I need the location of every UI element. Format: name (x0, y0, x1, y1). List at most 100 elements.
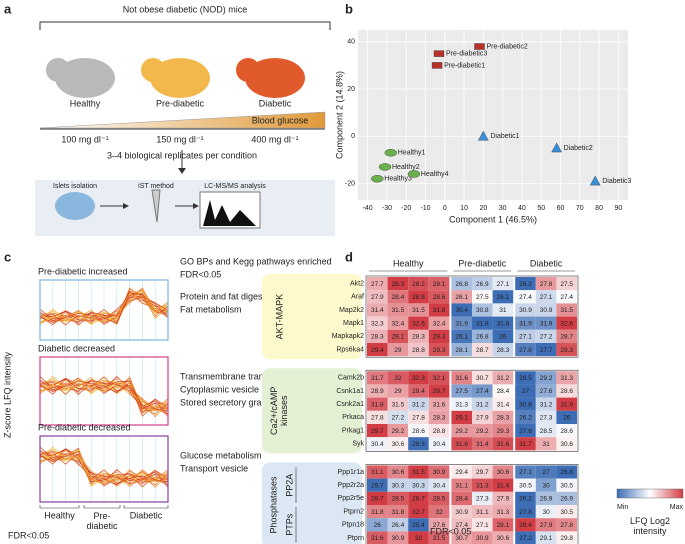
heatmap-cell (556, 316, 577, 330)
gene-name: Ppp2r2a (338, 482, 365, 489)
cell-value: 31.4 (371, 307, 384, 314)
heatmap-cell (535, 343, 557, 357)
cell-value: 31.2 (540, 401, 553, 408)
cell-value: 29.3 (433, 334, 446, 341)
cell-value: 31.3 (560, 375, 573, 382)
cell-value: 28.9 (371, 388, 384, 395)
enriched-term: Protein and fat digestion/absorption (180, 291, 322, 301)
cell-value: 28.7 (412, 496, 425, 503)
cell-value: 29 (394, 347, 402, 354)
heatmap-cell (515, 478, 536, 492)
cell-value: 27 (522, 388, 530, 395)
gene-name: Prkag1 (342, 427, 364, 434)
cell-value: 31.5 (412, 469, 425, 476)
heatmap-cell (515, 531, 536, 544)
heatmap-cell (408, 505, 429, 519)
cell-value: 30.7 (476, 375, 489, 382)
heatmap-cell (408, 465, 429, 479)
cell-value: 32.3 (371, 320, 384, 327)
cell-value: 27.2 (519, 535, 532, 542)
panel-letter: c (4, 249, 11, 264)
cell-value: 27.8 (519, 509, 532, 516)
cell-value: 32 (435, 509, 443, 516)
heatmap-cell (535, 316, 557, 330)
cluster-box (39, 435, 169, 503)
x-tick-label: 70 (576, 205, 584, 212)
cell-value: 30.8 (476, 307, 489, 314)
heatmap-cell (428, 329, 450, 343)
cell-value: 29.3 (412, 441, 425, 448)
heatmap-cell (367, 384, 388, 398)
cell-value: 27 (542, 469, 550, 476)
cell-value: 27.1 (519, 469, 532, 476)
heatmap-cell (515, 343, 536, 357)
cell-value: 30.7 (455, 535, 468, 542)
cell-value: 27.4 (519, 294, 532, 301)
plot-background (358, 30, 628, 200)
cell-value: 29.2 (540, 375, 553, 382)
cell-value: 30.9 (476, 535, 489, 542)
cell-value: 28.7 (371, 496, 384, 503)
cell-value: 30.9 (433, 469, 446, 476)
cell-value: 27.8 (412, 415, 425, 422)
cell-value: 30.6 (497, 535, 510, 542)
cell-value: 28.4 (519, 522, 532, 529)
cell-value: 32.6 (560, 320, 573, 327)
mouse-label: Pre-diabetic (156, 98, 205, 108)
mouse-label: Healthy (70, 98, 101, 108)
gene-name: Rps6ka4 (336, 346, 364, 353)
heatmap-cell (535, 531, 557, 544)
y-tick-label: 0 (351, 133, 355, 140)
x-tick-label: -20 (401, 205, 411, 212)
heatmap-cell (408, 316, 429, 330)
heatmap-cell (515, 303, 536, 317)
enriched-term: Transmembrane transporter activity (180, 371, 322, 381)
cell-value: 31.8 (392, 509, 405, 516)
heatmap-cell (408, 478, 429, 492)
heatmap-cell (387, 343, 409, 357)
heatmap-cell (472, 437, 493, 451)
heatmap-cell (535, 518, 557, 532)
cell-value: 28.3 (433, 415, 446, 422)
cell-value: 27.9 (476, 415, 489, 422)
cell-value: 29.8 (560, 535, 573, 542)
cell-value: 32.7 (412, 509, 425, 516)
heatmap-cell (472, 465, 493, 479)
cell-value: 27.5 (455, 388, 468, 395)
profile-line (39, 449, 169, 487)
cluster-box (39, 356, 169, 426)
heatmap-cell (556, 290, 577, 304)
cell-value: 28.3 (497, 347, 510, 354)
cell-value: 26.1 (497, 294, 510, 301)
cell-value: 28.1 (455, 294, 468, 301)
x-group-label: Healthy (44, 510, 75, 520)
cell-value: 26.9 (560, 496, 573, 503)
heatmap-cell (428, 397, 450, 411)
section-label: Ca2+/cAMPkinases (269, 387, 289, 435)
cell-value: 30.4 (433, 441, 446, 448)
x-tick-label: 80 (595, 205, 603, 212)
replicates-label: 3–4 biological replicates per condition (107, 150, 257, 160)
cell-value: 31.4 (497, 401, 510, 408)
cell-value: 31.7 (519, 441, 532, 448)
heatmap-cell (428, 343, 450, 357)
heatmap-cell (408, 303, 429, 317)
cell-value: 32.6 (412, 320, 425, 327)
section-box (262, 462, 362, 544)
profile-line (39, 378, 169, 412)
group-bracket (123, 505, 169, 509)
cell-value: 30.5 (560, 509, 573, 516)
heatmap-cell (492, 478, 514, 492)
heatmap-cell (387, 397, 409, 411)
heatmap-cell (472, 371, 493, 385)
cell-value: 28.4 (455, 496, 468, 503)
heatmap-cell (387, 303, 409, 317)
group-header: Healthy (393, 258, 424, 268)
y-axis-label: Component 2 (14.8%) (334, 71, 344, 159)
heatmap-cell (408, 397, 429, 411)
heatmap-cell (556, 329, 577, 343)
cell-value: 29.4 (412, 388, 425, 395)
profile-line (39, 288, 169, 322)
